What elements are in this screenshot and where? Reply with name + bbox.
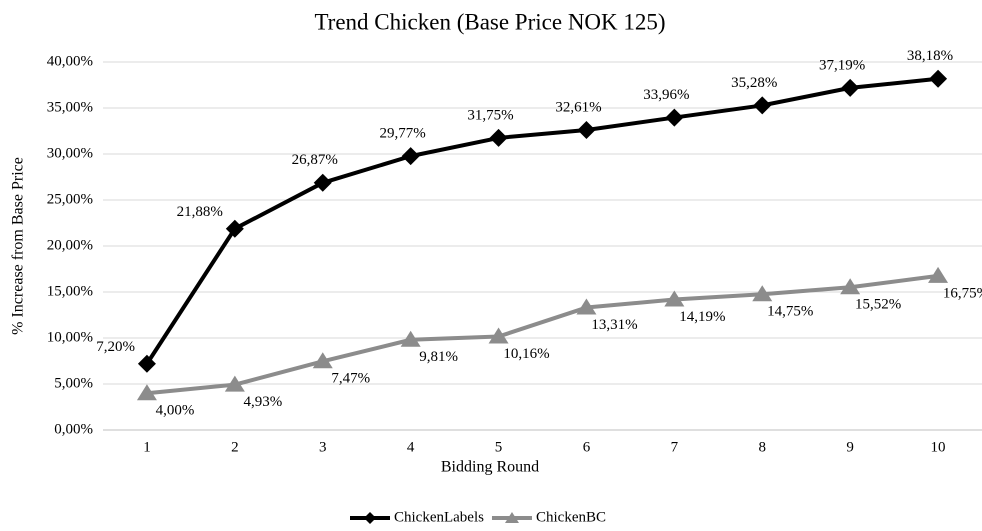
- y-axis-label: % Increase from Base Price: [10, 157, 27, 335]
- x-tick-label: 7: [671, 439, 679, 455]
- x-tick-label: 10: [931, 439, 946, 455]
- y-tick-label: 30,00%: [47, 145, 93, 161]
- point-marker: [488, 327, 509, 344]
- point-marker: [225, 219, 244, 238]
- x-tick-label: 4: [407, 439, 415, 455]
- data-label: 38,18%: [907, 48, 953, 64]
- data-label: 7,20%: [96, 339, 135, 355]
- data-label: 15,52%: [855, 297, 901, 313]
- point-marker: [137, 354, 156, 373]
- point-marker: [401, 147, 420, 166]
- point-marker: [928, 266, 949, 283]
- chart-title: Trend Chicken (Base Price NOK 125): [314, 9, 665, 34]
- data-label: 21,88%: [177, 204, 223, 220]
- x-tick-label: 6: [583, 439, 591, 455]
- data-label: 14,19%: [679, 309, 725, 325]
- data-label: 26,87%: [292, 152, 338, 168]
- x-tick-label: 1: [143, 439, 151, 455]
- y-tick-label: 40,00%: [47, 53, 93, 69]
- point-marker: [577, 120, 596, 139]
- x-tick-label: 3: [319, 439, 327, 455]
- data-label: 32,61%: [555, 99, 601, 115]
- legend-label: ChickenLabels: [394, 509, 484, 525]
- y-tick-label: 35,00%: [47, 99, 93, 115]
- point-marker: [400, 330, 421, 347]
- data-label: 16,75%: [943, 285, 982, 301]
- point-marker: [489, 128, 508, 147]
- x-axis-label: Bidding Round: [441, 459, 539, 476]
- data-label: 13,31%: [591, 317, 637, 333]
- y-tick-label: 15,00%: [47, 283, 93, 299]
- point-marker: [313, 173, 332, 192]
- x-tick-label: 5: [495, 439, 503, 455]
- y-tick-label: 5,00%: [54, 375, 93, 391]
- data-label: 37,19%: [819, 57, 865, 73]
- data-label: 31,75%: [467, 107, 513, 123]
- legend-label: ChickenBC: [536, 509, 606, 525]
- y-tick-label: 0,00%: [54, 421, 93, 437]
- data-label: 33,96%: [643, 87, 689, 103]
- point-marker: [752, 285, 773, 302]
- y-tick-label: 20,00%: [47, 237, 93, 253]
- data-label: 35,28%: [731, 75, 777, 91]
- point-marker: [753, 96, 772, 115]
- data-label: 14,75%: [767, 304, 813, 320]
- data-label: 29,77%: [380, 126, 426, 142]
- data-label: 4,93%: [243, 394, 282, 410]
- x-tick-label: 2: [231, 439, 239, 455]
- point-marker: [576, 298, 597, 315]
- legend-marker: [504, 512, 519, 523]
- point-marker: [665, 108, 684, 127]
- x-tick-label: 8: [759, 439, 767, 455]
- y-tick-label: 25,00%: [47, 191, 93, 207]
- data-label: 9,81%: [419, 349, 458, 365]
- data-label: 7,47%: [331, 371, 370, 387]
- series-line: [145, 76, 939, 365]
- point-marker: [136, 384, 157, 401]
- point-marker: [929, 69, 948, 88]
- legend-marker: [364, 512, 376, 524]
- point-marker: [312, 352, 333, 369]
- series-line: [146, 273, 939, 396]
- point-marker: [841, 78, 860, 97]
- point-marker: [840, 278, 861, 295]
- point-marker: [224, 375, 245, 392]
- point-marker: [664, 290, 685, 307]
- x-tick-label: 9: [846, 439, 854, 455]
- y-tick-label: 10,00%: [47, 329, 93, 345]
- data-label: 10,16%: [503, 346, 549, 362]
- data-label: 4,00%: [156, 403, 195, 419]
